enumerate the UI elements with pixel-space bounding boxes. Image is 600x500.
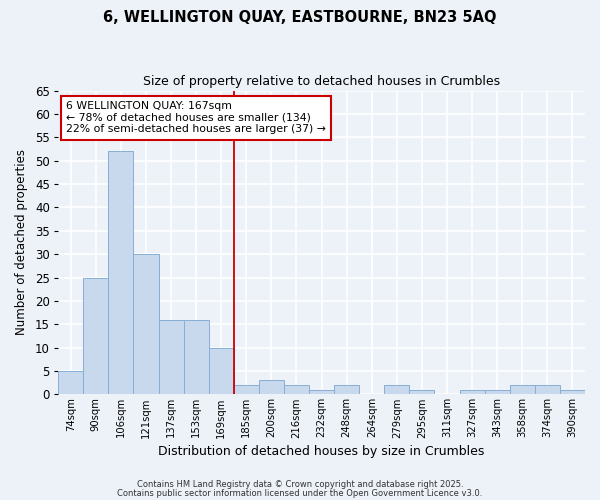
- Bar: [109, 152, 133, 394]
- Bar: [560, 390, 585, 394]
- Bar: [83, 278, 109, 394]
- Title: Size of property relative to detached houses in Crumbles: Size of property relative to detached ho…: [143, 75, 500, 88]
- Text: 6, WELLINGTON QUAY, EASTBOURNE, BN23 5AQ: 6, WELLINGTON QUAY, EASTBOURNE, BN23 5AQ: [103, 10, 497, 25]
- Bar: [334, 385, 359, 394]
- Bar: [234, 385, 259, 394]
- Bar: [309, 390, 334, 394]
- Bar: [133, 254, 158, 394]
- Bar: [535, 385, 560, 394]
- Text: 6 WELLINGTON QUAY: 167sqm
← 78% of detached houses are smaller (134)
22% of semi: 6 WELLINGTON QUAY: 167sqm ← 78% of detac…: [66, 101, 326, 134]
- Bar: [209, 348, 234, 395]
- Bar: [259, 380, 284, 394]
- Bar: [158, 320, 184, 394]
- Bar: [184, 320, 209, 394]
- Bar: [409, 390, 434, 394]
- Y-axis label: Number of detached properties: Number of detached properties: [15, 150, 28, 336]
- Bar: [58, 371, 83, 394]
- Bar: [384, 385, 409, 394]
- Text: Contains HM Land Registry data © Crown copyright and database right 2025.: Contains HM Land Registry data © Crown c…: [137, 480, 463, 489]
- Bar: [510, 385, 535, 394]
- Text: Contains public sector information licensed under the Open Government Licence v3: Contains public sector information licen…: [118, 489, 482, 498]
- X-axis label: Distribution of detached houses by size in Crumbles: Distribution of detached houses by size …: [158, 444, 485, 458]
- Bar: [485, 390, 510, 394]
- Bar: [460, 390, 485, 394]
- Bar: [284, 385, 309, 394]
